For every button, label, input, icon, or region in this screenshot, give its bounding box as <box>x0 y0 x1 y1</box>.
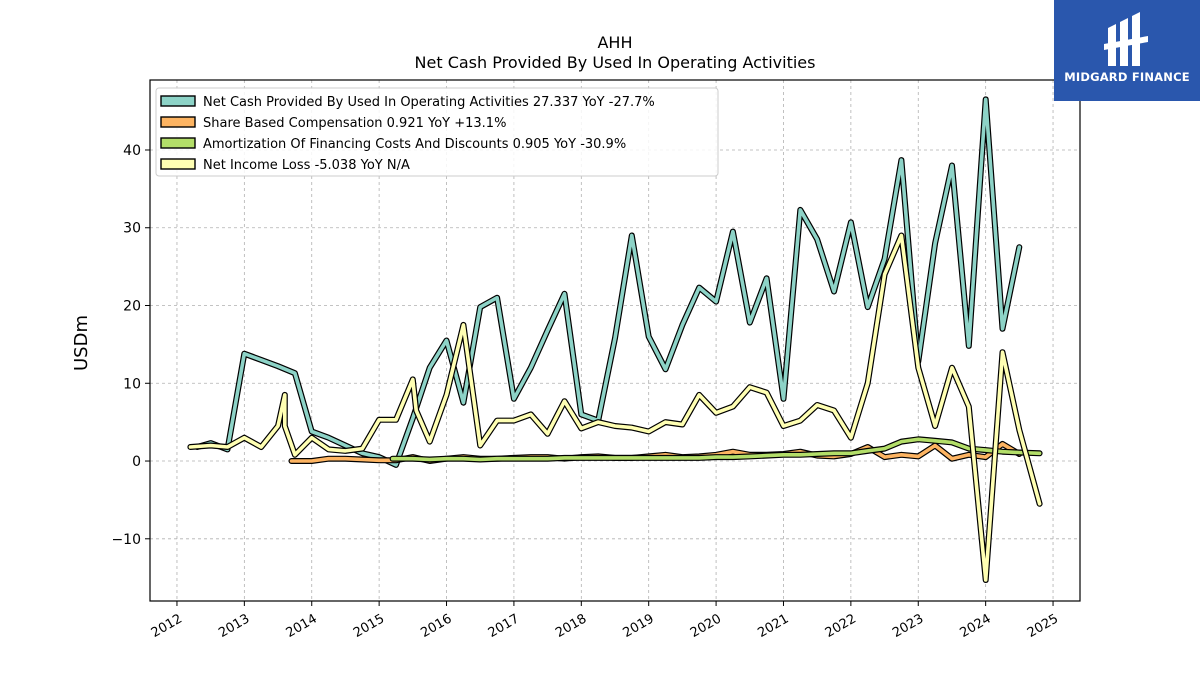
legend: Net Cash Provided By Used In Operating A… <box>155 87 719 177</box>
x-tick-label: 2017 <box>486 611 522 641</box>
y-tick-label: −10 <box>111 532 141 548</box>
series-line <box>188 233 1042 582</box>
legend-swatch <box>160 158 196 170</box>
series-line <box>390 437 1042 462</box>
x-tick-label: 2018 <box>553 611 589 641</box>
x-tick-label: 2024 <box>957 611 993 641</box>
legend-swatch <box>160 137 196 149</box>
legend-entry: Net Income Loss -5.038 YoY N/A <box>203 158 410 173</box>
series-3 <box>389 436 1043 463</box>
x-tick-label: 2016 <box>418 611 454 641</box>
x-tick-label: 2019 <box>621 611 657 641</box>
series-4 <box>187 232 1043 583</box>
legend-swatch <box>160 95 196 107</box>
y-tick-label: 40 <box>123 143 141 159</box>
legend-entry: Amortization Of Financing Costs And Disc… <box>203 137 626 152</box>
x-tick-label: 2013 <box>216 611 252 641</box>
chart-subtitle: Net Cash Provided By Used In Operating A… <box>415 53 816 72</box>
legend-box <box>155 87 719 177</box>
x-tick-label: 2025 <box>1025 611 1061 641</box>
chart-title: AHH <box>597 33 632 52</box>
x-tick-label: 2022 <box>823 611 859 641</box>
y-tick-label: 20 <box>123 299 141 315</box>
legend-entry: Share Based Compensation 0.921 YoY +13.1… <box>203 116 506 131</box>
y-axis-label: USDm <box>71 315 92 371</box>
x-tick-label: 2015 <box>351 611 387 641</box>
plot-frame <box>149 79 1081 602</box>
x-tick-label: 2020 <box>688 611 724 641</box>
midgard-finance-logo: MIDGARD FINANCE <box>1054 0 1200 101</box>
series-layer <box>187 96 1043 583</box>
logo-text: MIDGARD FINANCE <box>1064 70 1190 84</box>
legend-swatch <box>160 116 196 128</box>
legend-entry: Net Cash Provided By Used In Operating A… <box>203 95 655 110</box>
series-line <box>195 97 1022 467</box>
x-tick-label: 2014 <box>284 611 320 641</box>
x-tick-label: 2012 <box>149 611 185 641</box>
y-tick-label: 30 <box>123 221 141 237</box>
x-tick-label: 2023 <box>890 611 926 641</box>
y-tick-label: 10 <box>123 376 141 392</box>
y-tick-label: 0 <box>132 454 141 470</box>
x-tick-label: 2021 <box>755 611 791 641</box>
series-1 <box>194 96 1023 468</box>
logo-mark-icon <box>1104 12 1148 66</box>
